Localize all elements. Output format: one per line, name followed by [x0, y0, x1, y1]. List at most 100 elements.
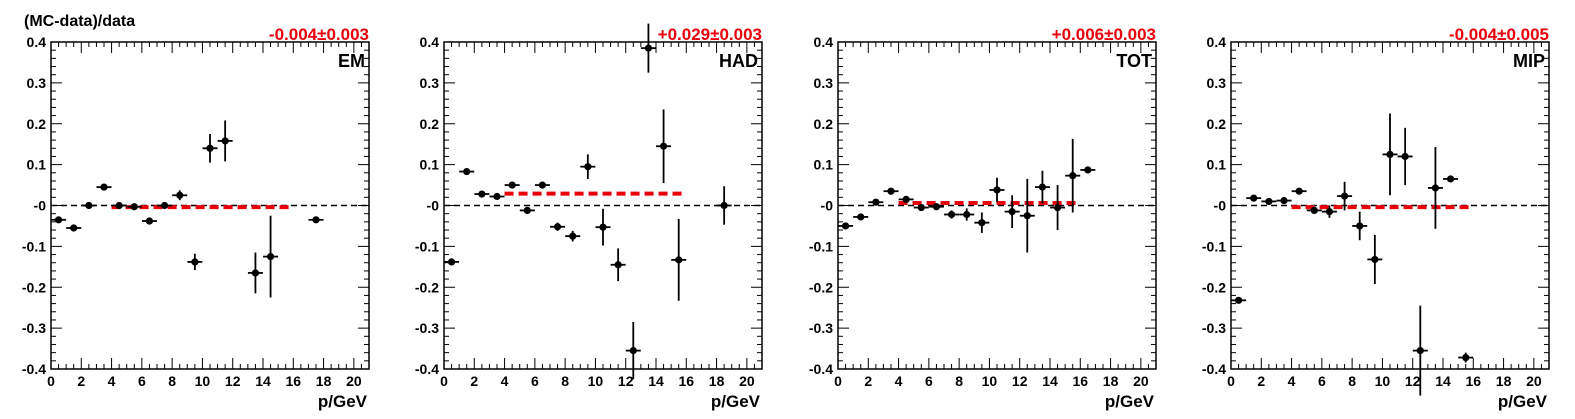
- marker: [85, 201, 93, 210]
- y-tick-label: 0.1: [814, 157, 834, 173]
- data-point: [898, 195, 914, 203]
- marker: [463, 167, 471, 176]
- x-tick-label: 6: [138, 373, 146, 389]
- marker: [191, 258, 199, 266]
- marker: [872, 198, 880, 206]
- data-point: [459, 167, 475, 176]
- x-tick-label: 10: [588, 373, 604, 389]
- data-point: [853, 213, 869, 221]
- marker: [538, 181, 547, 189]
- data-point: [913, 203, 929, 212]
- y-tick-label: 0.2: [1207, 116, 1227, 132]
- data-point: [217, 120, 233, 162]
- x-axis-title: p/GeV: [711, 392, 761, 411]
- marker: [887, 187, 895, 195]
- x-tick-label: 4: [501, 373, 509, 389]
- data-point: [883, 187, 899, 195]
- marker: [720, 201, 728, 210]
- x-tick-label: 2: [470, 373, 478, 389]
- data-point: [550, 222, 566, 231]
- marker: [599, 223, 607, 231]
- data-point: [656, 109, 672, 184]
- y-tick-label: -0.3: [809, 320, 833, 336]
- data-point: [51, 216, 67, 224]
- x-tick-label: 2: [864, 373, 872, 389]
- x-tick-label: 10: [1375, 373, 1391, 389]
- x-tick-label: 2: [1257, 373, 1265, 389]
- data-point: [1231, 296, 1247, 304]
- marker: [1295, 187, 1303, 195]
- data-point: [1458, 352, 1474, 363]
- x-tick-label: 12: [1012, 373, 1028, 389]
- marker: [569, 232, 577, 240]
- data-point: [111, 201, 127, 210]
- y-tick-label: -0.4: [415, 361, 439, 377]
- data-point: [1276, 196, 1292, 205]
- marker: [629, 347, 637, 355]
- marker: [1446, 175, 1455, 183]
- marker: [100, 183, 108, 191]
- data-point: [66, 224, 82, 232]
- marker: [1084, 166, 1092, 174]
- marker: [1356, 222, 1364, 230]
- marker: [1462, 353, 1470, 362]
- x-tick-label: 6: [531, 373, 539, 389]
- data-point: [1397, 127, 1413, 186]
- y-tick-label: -0.3: [22, 320, 46, 336]
- data-point: [974, 212, 990, 233]
- marker: [1371, 255, 1379, 264]
- data-point: [1427, 147, 1443, 229]
- x-tick-label: 20: [1133, 373, 1149, 389]
- y-tick-label: -0.3: [1202, 320, 1226, 336]
- data-point: [202, 133, 218, 163]
- x-tick-label: 18: [316, 373, 332, 389]
- data-point: [565, 230, 581, 242]
- fit-result-label: +0.006±0.003: [1052, 25, 1156, 44]
- data-point: [1412, 305, 1428, 396]
- marker: [675, 256, 683, 264]
- marker: [841, 222, 850, 230]
- chart-panel-had: -0.4 -0.3 -0.2 -0.1 -0 0.1 0.2 0.3 0.4 0 2 4 6 8 10 12 1…: [415, 23, 763, 411]
- marker: [1023, 212, 1031, 220]
- x-tick-label: 14: [255, 373, 271, 389]
- y-tick-label: 0.3: [1207, 75, 1227, 91]
- x-tick-label: 8: [168, 373, 176, 389]
- data-point: [96, 183, 112, 191]
- data-point: [247, 252, 263, 294]
- marker: [447, 258, 456, 266]
- x-tick-label: 0: [47, 373, 55, 389]
- data-point: [625, 321, 641, 380]
- x-tick-label: 10: [195, 373, 211, 389]
- chart-panel-em: -0.4 -0.3 -0.2 -0.1 -0 0.1 0.2 0.3 0.4 0 2 4 6 8 10 12 1…: [22, 25, 370, 411]
- marker: [478, 190, 486, 198]
- chart-panel-tot: -0.4 -0.3 -0.2 -0.1 -0 0.1 0.2 0.3 0.4 0 2 4 6 8 10 12 1…: [809, 25, 1157, 411]
- x-tick-label: 16: [1072, 373, 1088, 389]
- marker: [1386, 150, 1394, 159]
- data-point: [1337, 181, 1353, 211]
- marker: [584, 163, 592, 171]
- data-point: [1382, 113, 1398, 196]
- x-tick-label: 16: [1465, 373, 1481, 389]
- data-point: [263, 215, 279, 298]
- data-point: [610, 248, 626, 282]
- marker: [1265, 197, 1273, 206]
- marker: [902, 195, 910, 203]
- data-point: [534, 181, 550, 189]
- x-tick-label: 18: [709, 373, 725, 389]
- x-tick-label: 14: [648, 373, 664, 389]
- marker: [1401, 152, 1409, 161]
- y-tick-label: -0.2: [809, 279, 833, 295]
- x-tick-label: 4: [1288, 373, 1296, 389]
- chart-panel-mip: -0.4 -0.3 -0.2 -0.1 -0 0.1 0.2 0.3 0.4 0 2 4 6 8 10 12 1…: [1202, 25, 1550, 411]
- marker: [553, 223, 562, 231]
- panel-label: TOT: [1116, 51, 1152, 71]
- y-tick-label: -0.2: [1202, 279, 1226, 295]
- x-tick-label: 18: [1496, 373, 1512, 389]
- data-point: [187, 253, 203, 271]
- marker: [160, 201, 169, 210]
- data-point: [1291, 187, 1307, 195]
- data-point: [959, 208, 975, 221]
- data-point: [444, 258, 460, 266]
- marker: [963, 210, 971, 219]
